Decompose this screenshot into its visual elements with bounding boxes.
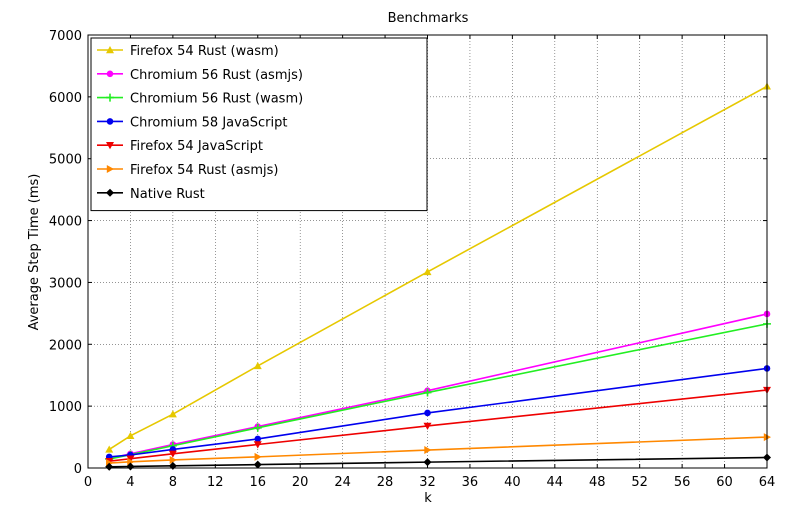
data-point [168, 450, 177, 458]
series-line [109, 367, 768, 458]
x-tick-label: 44 [547, 475, 564, 490]
series-line [109, 436, 768, 464]
legend-marker [106, 142, 114, 150]
data-point [169, 455, 177, 464]
x-axis-title: k [424, 491, 432, 506]
data-point [253, 441, 262, 449]
y-tick-label: 5000 [49, 153, 82, 168]
legend-label: Chromium 56 Rust (wasm) [130, 92, 303, 107]
series-line [108, 85, 768, 451]
series-4 [105, 386, 771, 466]
x-axis: 0 4 8 12 16 20 24 28 32 36 40 44 48 52 56 60 64 [84, 35, 775, 490]
x-tick-label: 52 [631, 475, 648, 490]
legend-label: Firefox 54 Rust (asmjs) [130, 163, 278, 178]
data-point [424, 409, 431, 417]
data-point [423, 267, 432, 276]
x-tick-label: 4 [126, 475, 134, 490]
legend-box [90, 37, 428, 212]
x-tick-label: 64 [759, 475, 776, 490]
x-tick-label: 8 [169, 475, 177, 490]
y-tick-label: 0 [74, 462, 82, 477]
legend-label: Native Rust [130, 187, 205, 202]
data-point [254, 452, 262, 461]
legend-label: Firefox 54 JavaScript [130, 139, 263, 154]
data-point [105, 462, 114, 471]
legend-item: Chromium 56 Rust (asmjs) [97, 68, 303, 83]
legend-item: Native Rust [97, 187, 205, 202]
legend-marker [106, 165, 114, 173]
y-axis-title: Average Step Time (ms) [27, 174, 42, 331]
series-2 [105, 319, 771, 464]
data-point [105, 445, 114, 453]
data-point [127, 457, 135, 466]
y-tick-label: 1000 [49, 400, 82, 415]
data-point [423, 458, 432, 467]
x-tick-label: 20 [292, 475, 309, 490]
series-3 [105, 365, 771, 461]
series-line [109, 313, 768, 460]
y-tick-label: 2000 [49, 338, 82, 353]
legend-marker [106, 93, 114, 102]
x-tick-label: 32 [419, 475, 436, 490]
x-tick-label: 12 [207, 475, 224, 490]
y-tick-label: 4000 [49, 215, 82, 230]
x-tick-label: 16 [249, 475, 266, 490]
legend-label: Firefox 54 Rust (wasm) [130, 44, 279, 59]
legend-marker [106, 70, 114, 78]
legend-marker [106, 188, 114, 197]
y-axis: 0 1000 2000 3000 4000 5000 6000 7000 [49, 29, 767, 477]
legend-item: Firefox 54 JavaScript [97, 139, 263, 154]
y-tick-label: 7000 [49, 29, 82, 44]
data-point [254, 435, 262, 443]
x-tick-label: 56 [674, 475, 691, 490]
legend: Firefox 54 Rust (wasm) Chromium 56 Rust (… [90, 37, 428, 212]
legend-label: Chromium 56 Rust (asmjs) [130, 68, 303, 83]
x-tick-label: 48 [589, 475, 606, 490]
chart-title: Benchmarks [388, 11, 469, 26]
legend-item: Firefox 54 Rust (asmjs) [97, 163, 278, 178]
series-line [109, 323, 768, 460]
data-point [424, 446, 432, 455]
series-layer [105, 82, 771, 471]
legend-item: Chromium 58 JavaScript [97, 115, 287, 130]
series-line [109, 389, 768, 462]
data-point [126, 431, 135, 440]
data-point [253, 361, 262, 370]
x-tick-label: 60 [716, 475, 733, 490]
x-tick-label: 24 [334, 475, 351, 490]
y-tick-label: 6000 [49, 91, 82, 106]
data-point [423, 388, 432, 397]
x-tick-label: 0 [84, 475, 92, 490]
legend-marker [106, 118, 114, 125]
legend-marker [106, 46, 114, 54]
y-tick-label: 3000 [49, 276, 82, 291]
x-tick-label: 40 [504, 475, 521, 490]
x-tick-label: 36 [462, 475, 479, 490]
legend-label: Chromium 58 JavaScript [130, 115, 287, 130]
data-point [253, 423, 262, 432]
legend-item: Firefox 54 Rust (wasm) [97, 44, 279, 59]
data-point [126, 455, 135, 463]
legend-item: Chromium 56 Rust (wasm) [97, 92, 303, 107]
data-point [168, 410, 177, 418]
data-point [423, 422, 432, 430]
x-tick-label: 28 [377, 475, 394, 490]
